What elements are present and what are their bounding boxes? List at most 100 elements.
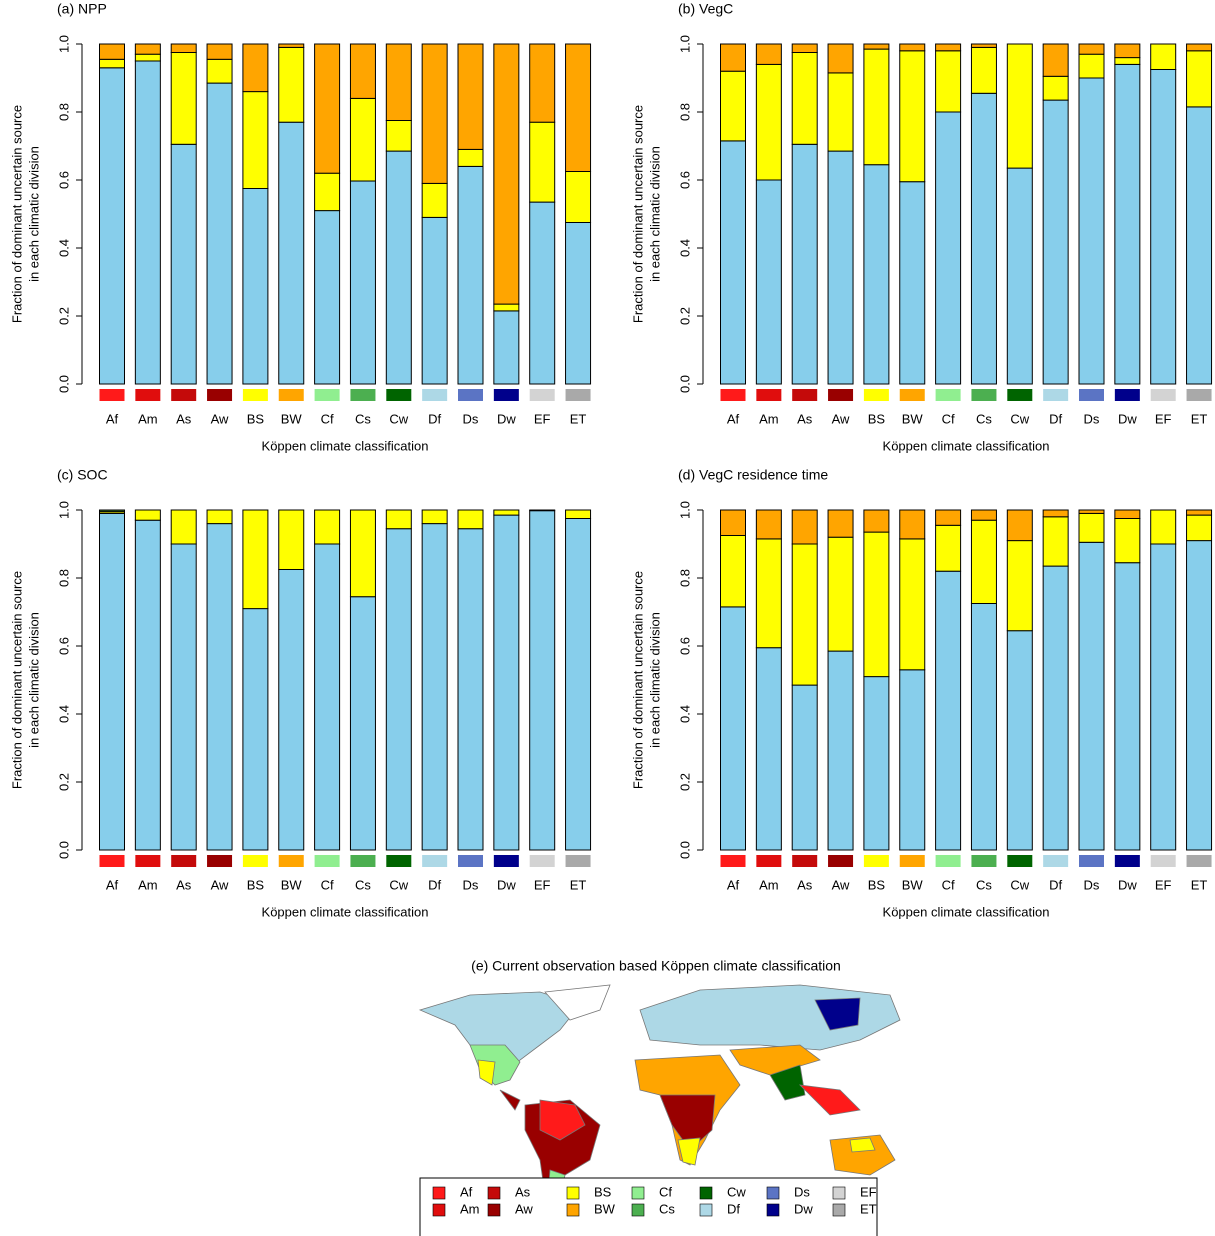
bar-segment	[827, 43, 854, 74]
category-swatch	[278, 389, 304, 401]
x-tick-label: Am	[759, 877, 779, 892]
x-tick-label: Af	[727, 411, 740, 426]
category-swatch	[171, 389, 197, 401]
category-swatch	[422, 389, 448, 401]
y-tick-label: 1.0	[677, 501, 692, 519]
category-swatch	[1079, 389, 1104, 401]
bar-segment	[493, 303, 520, 312]
legend-label: Dw	[794, 1201, 813, 1216]
bar-segment	[720, 535, 746, 608]
bar-segment	[935, 111, 962, 385]
bar-segment	[1186, 509, 1213, 516]
bar-segment	[1114, 43, 1141, 59]
bar-segment	[278, 509, 305, 570]
y-tick-label: 0.6	[677, 637, 692, 655]
legend-label: Am	[460, 1201, 480, 1216]
chart-title: (b) VegC	[678, 1, 733, 17]
land	[829, 1134, 896, 1176]
x-tick-label: BW	[902, 877, 924, 892]
x-tick-label: Am	[138, 411, 158, 426]
y-tick-label: 1.0	[56, 501, 71, 519]
x-tick-label: Cw	[1010, 877, 1029, 892]
bar-segment	[1042, 509, 1069, 518]
bar-segment	[421, 182, 448, 218]
x-tick-label: Aw	[832, 411, 850, 426]
bar-segment	[791, 543, 818, 686]
category-swatch	[863, 855, 889, 867]
bar-segment	[1150, 43, 1177, 70]
category-swatch	[493, 855, 519, 867]
category-swatch	[899, 389, 925, 401]
legend-label: Cf	[659, 1184, 672, 1199]
y-axis-title: Fraction of dominant uncertain source	[9, 571, 24, 789]
bar-segment	[899, 669, 926, 851]
legend-label: Df	[727, 1201, 740, 1216]
x-tick-label: Cs	[976, 877, 992, 892]
category-swatch	[242, 855, 268, 867]
bar-segment	[529, 121, 556, 203]
bar-segment	[493, 310, 520, 385]
x-tick-label: Cw	[1010, 411, 1029, 426]
category-swatch	[350, 855, 376, 867]
legend-swatch	[631, 1186, 645, 1200]
bar-segment	[242, 91, 269, 189]
bar-segment	[1114, 562, 1141, 851]
x-tick-label: Ds	[463, 877, 479, 892]
bar-segment	[935, 50, 962, 113]
bar-segment	[899, 43, 926, 52]
y-axis-title: in each climatic division	[26, 146, 41, 282]
land	[849, 1137, 876, 1153]
x-tick-label: Ds	[1084, 411, 1100, 426]
bar-segment	[529, 510, 556, 851]
bar-segment	[529, 509, 556, 512]
bar-segment	[170, 52, 197, 145]
bar-segment	[99, 509, 125, 513]
bar-segment	[970, 509, 997, 521]
bar-segment	[457, 528, 484, 851]
land	[539, 1099, 586, 1141]
bar-segment	[385, 120, 412, 152]
bar-segment	[493, 43, 520, 305]
bar-segment	[863, 509, 890, 533]
legend-label: Cw	[727, 1184, 746, 1199]
y-axis-title: Fraction of dominant uncertain source	[630, 105, 645, 323]
bar-segment	[899, 538, 926, 671]
y-tick-label: 0.8	[677, 103, 692, 121]
chart-title: (a) NPP	[57, 1, 107, 17]
bar-segment	[421, 509, 448, 525]
chart-panel: (a) NPP 0.0 0.2 0.4 0.6 0.8 1.0 Fraction of dom…	[9, 1, 592, 453]
bar-segment	[314, 543, 341, 851]
bar-segment	[206, 43, 233, 60]
bar-segment	[791, 52, 818, 145]
bar-segment	[755, 63, 782, 181]
land	[798, 1084, 861, 1116]
legend-swatch	[766, 1186, 780, 1200]
legend-label: BW	[594, 1201, 616, 1216]
x-tick-label: Cs	[976, 411, 992, 426]
bar-segment	[349, 43, 376, 99]
x-tick-label: Cf	[942, 877, 955, 892]
bar-segment	[242, 43, 269, 93]
bar-segment	[1078, 509, 1105, 514]
bar-segment	[457, 148, 484, 167]
bar-segment	[935, 43, 962, 52]
legend-label: Cs	[659, 1201, 675, 1216]
world-map	[418, 984, 901, 1201]
x-tick-label: Cs	[355, 877, 371, 892]
category-swatch	[278, 855, 304, 867]
bar-segment	[827, 536, 854, 652]
category-swatch	[1114, 855, 1140, 867]
x-tick-label: BW	[281, 877, 303, 892]
bar-segment	[385, 150, 412, 385]
x-tick-label: BW	[281, 411, 303, 426]
bar-segment	[1078, 43, 1105, 55]
bar-segment	[278, 43, 305, 48]
bar-segment	[1186, 106, 1213, 385]
bar-segment	[720, 140, 746, 385]
bar-segment	[1078, 512, 1105, 543]
bar-segment	[935, 524, 962, 572]
bar-segment	[134, 60, 161, 385]
category-swatch	[1114, 389, 1140, 401]
chart-title: (d) VegC residence time	[678, 467, 828, 483]
bar-segment	[99, 67, 125, 385]
